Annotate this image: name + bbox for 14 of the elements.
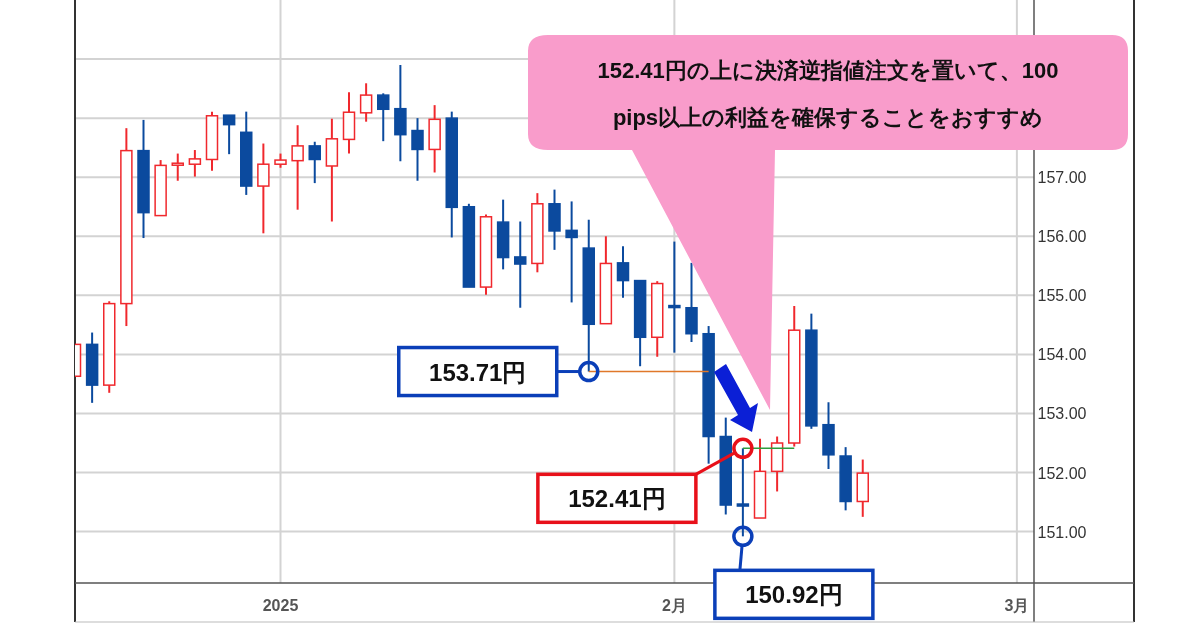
y-tick-label: 156.00 [1037, 228, 1087, 246]
y-tick-label: 152.00 [1037, 464, 1087, 482]
annotation: 150.92円 [745, 581, 843, 609]
y-tick-label: 154.00 [1037, 346, 1087, 364]
y-tick-label: 151.00 [1037, 523, 1087, 541]
y-tick-label: 153.00 [1037, 405, 1087, 423]
annotation: 153.71円 [429, 358, 527, 386]
annotation: 152.41円 [568, 485, 666, 513]
annotation: 152.41円の上に決済逆指値注文を置いて、100 pips以上の利益を確保することをおすすめ [597, 58, 1059, 130]
y-tick-label: 157.00 [1037, 169, 1087, 187]
x-tick-label: 2025 [262, 597, 299, 614]
x-tick-label: 2月 [661, 597, 687, 614]
y-tick-label: 155.00 [1037, 287, 1087, 305]
x-tick-label: 3月 [1004, 597, 1030, 614]
